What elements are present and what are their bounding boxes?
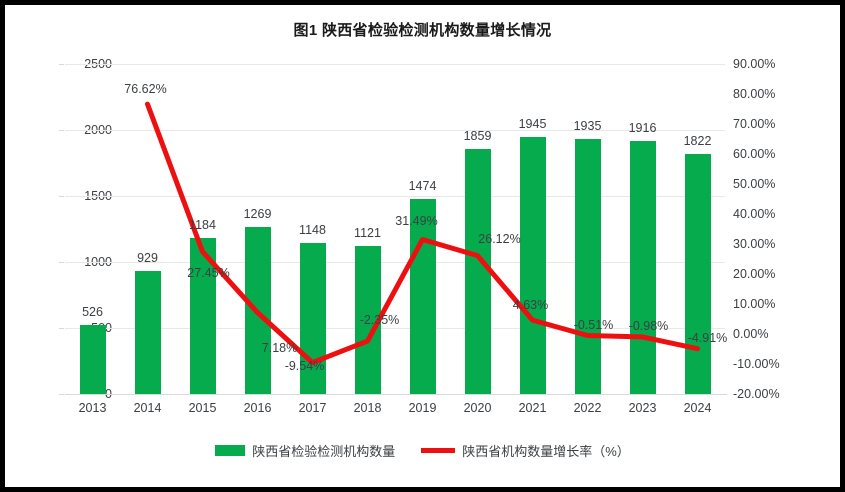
growth-rate-label-2021: 4.63% (512, 298, 549, 313)
bar-value-label-2022: 1935 (573, 118, 602, 133)
gridline (65, 196, 725, 197)
y-axis-right-tick-label: 20.00% (733, 267, 776, 281)
y-axis-right-tick-label: 90.00% (733, 57, 776, 71)
y-axis-right-tick-label: 40.00% (733, 207, 776, 221)
y-axis-left-tick-mark (59, 394, 64, 395)
x-axis-label-2018: 2018 (353, 401, 382, 415)
y-axis-right-tick-label: 50.00% (733, 177, 776, 191)
legend-item-bar-series[interactable]: 陕西省检验检测机构数量 (215, 441, 395, 460)
bar-2020[interactable] (464, 148, 491, 394)
bar-value-label-2017: 1148 (299, 222, 326, 237)
plot-area: 526 929 1184 1269 1148 1121 1474 1859 1945 1935 19… (65, 64, 728, 395)
bar-2014[interactable] (134, 271, 161, 394)
growth-rate-label-2017: -9.54% (284, 358, 325, 373)
bar-2022[interactable] (574, 138, 601, 394)
growth-rate-label-2016: 7.18% (261, 340, 298, 355)
bar-value-label-2019: 1474 (408, 179, 437, 194)
x-axis-label-2013: 2013 (78, 401, 107, 415)
bar-2013[interactable] (79, 324, 106, 394)
bar-value-label-2018: 1121 (354, 226, 381, 240)
y-axis-right-tick-label: 10.00% (733, 297, 776, 311)
growth-rate-label-2023: -0.98% (628, 318, 669, 333)
y-axis-right-tick-label: 60.00% (733, 147, 776, 161)
bar-value-label-2024: 1822 (683, 133, 712, 148)
gridline (65, 262, 725, 263)
x-axis-label-2019: 2019 (408, 401, 437, 415)
legend-label-line-series: 陕西省机构数量增长率（%） (462, 444, 630, 459)
bar-value-label-2023: 1916 (628, 121, 657, 136)
legend-label-bar-series: 陕西省检验检测机构数量 (252, 444, 396, 459)
y-axis-right-tick-label: 0.00% (733, 327, 769, 341)
growth-rate-label-2018: -2.35% (359, 313, 400, 328)
line-series (65, 64, 725, 394)
bar-value-label-2021: 1945 (518, 117, 547, 132)
growth-rate-label-2022: -0.51% (573, 317, 614, 332)
bar-2017[interactable] (299, 242, 326, 394)
bar-2021[interactable] (519, 137, 546, 394)
bar-value-label-2016: 1269 (243, 206, 272, 221)
y-axis-right-tick-label: -20.00% (733, 387, 780, 401)
x-axis-label-2020: 2020 (463, 401, 492, 415)
y-axis-right-tick-label: 30.00% (733, 237, 776, 251)
bar-value-label-2015: 1184 (189, 217, 216, 232)
legend-item-line-series[interactable]: 陕西省机构数量增长率（%） (421, 441, 630, 460)
data-labels: 526 929 1184 1269 1148 1121 1474 1859 1945 1935 19… (65, 64, 728, 394)
growth-rate-label-2014: 76.62% (124, 82, 167, 97)
bar-value-label-2013: 526 (82, 304, 103, 319)
x-axis-label-2021: 2021 (518, 401, 547, 415)
growth-rate-label-2020: 26.12% (478, 231, 521, 246)
y-axis-left-tick-mark (59, 130, 64, 131)
y-axis-left-tick-mark (59, 262, 64, 263)
bar-value-label-2020: 1859 (463, 128, 492, 143)
x-axis-label-2014: 2014 (133, 401, 162, 415)
bar-2024[interactable] (684, 153, 711, 394)
bar-2019[interactable] (409, 199, 436, 394)
growth-rate-label-2015: 27.45% (187, 265, 230, 280)
y-axis-left-tick-mark (59, 328, 64, 329)
x-axis-label-2016: 2016 (243, 401, 272, 415)
chart-container: 图1 陕西省检验检测机构数量增长情况 05001000150020002500 … (5, 5, 840, 487)
x-axis-label-2023: 2023 (628, 401, 657, 415)
y-axis-right-tick-label: -10.00% (733, 357, 780, 371)
y-axis-left-tick-mark (59, 64, 64, 65)
x-axis-line (65, 394, 727, 395)
x-axis-label-2024: 2024 (683, 401, 712, 415)
bar-value-label-2014: 929 (137, 251, 158, 266)
x-axis-label-2017: 2017 (298, 401, 327, 415)
y-axis-left-tick-mark (59, 196, 64, 197)
y-axis-right-tick-label: 80.00% (733, 87, 776, 101)
gridline (65, 64, 725, 65)
x-axis-label-2022: 2022 (573, 401, 602, 415)
chart-legend: 陕西省检验检测机构数量 陕西省机构数量增长率（%） (5, 441, 840, 460)
legend-bar-swatch-icon (215, 445, 246, 456)
growth-rate-polyline[interactable] (145, 101, 700, 366)
chart-title: 图1 陕西省检验检测机构数量增长情况 (293, 22, 552, 39)
growth-rate-label-2024: -4.91% (687, 330, 728, 345)
bar-2023[interactable] (629, 141, 656, 394)
gridline (65, 328, 725, 329)
x-axis-label-2015: 2015 (188, 401, 217, 415)
gridline (65, 130, 725, 131)
y-axis-right-tick-label: 70.00% (733, 117, 776, 131)
legend-line-swatch-icon (421, 448, 456, 453)
growth-rate-line (145, 101, 700, 366)
growth-rate-label-2019: 31.49% (395, 213, 438, 228)
